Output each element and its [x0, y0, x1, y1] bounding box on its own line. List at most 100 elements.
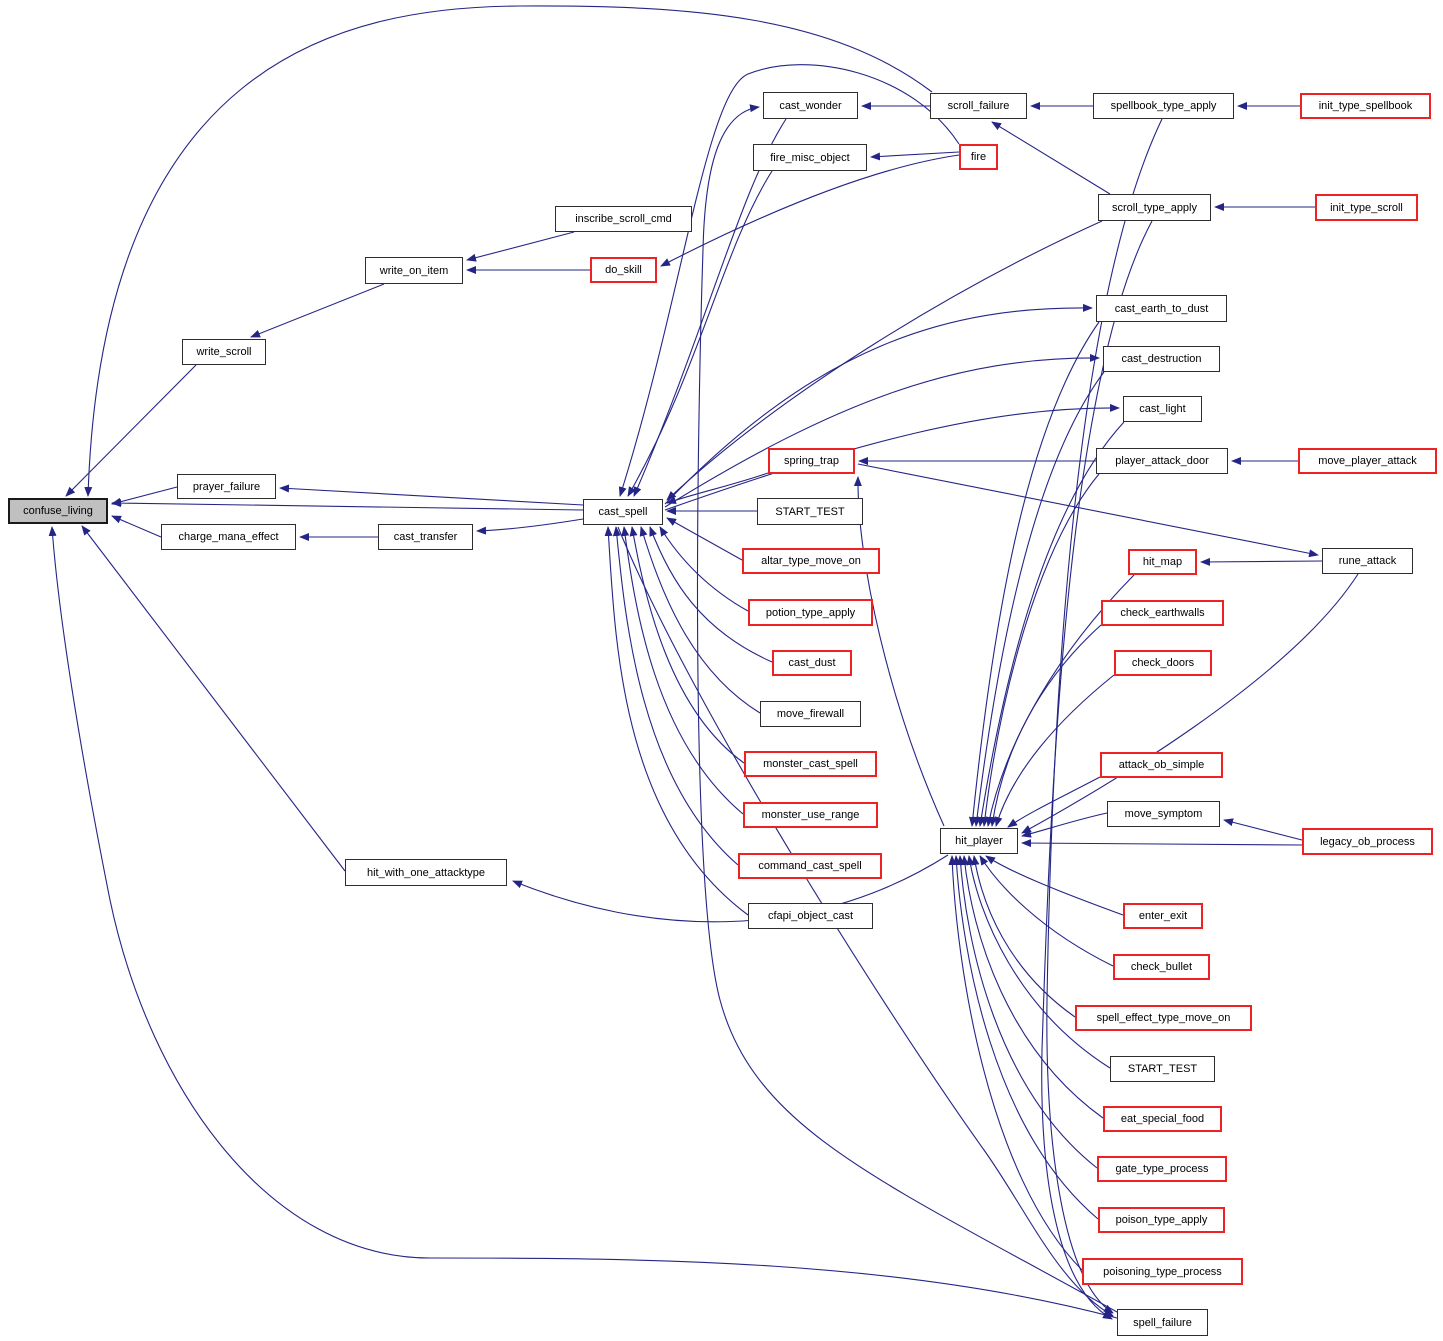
edge-cast_spell-to-cast_destruction: [664, 353, 1100, 508]
node-init_type_spellbook[interactable]: init_type_spellbook: [1300, 93, 1431, 119]
edge-group: [48, 5, 1359, 1320]
node-write_scroll[interactable]: write_scroll: [182, 339, 266, 365]
node-gate_type_process[interactable]: gate_type_process: [1097, 1156, 1227, 1182]
edge-legacy_ob_process-to-hit_player: [1021, 839, 1303, 848]
node-scroll_type_apply[interactable]: scroll_type_apply: [1098, 194, 1211, 221]
node-cast_dust[interactable]: cast_dust: [772, 650, 852, 676]
node-legacy_ob_process[interactable]: legacy_ob_process: [1302, 828, 1433, 855]
node-player_attack_door[interactable]: player_attack_door: [1096, 448, 1228, 474]
node-hit_map[interactable]: hit_map: [1128, 549, 1197, 575]
node-charge_mana_effect[interactable]: charge_mana_effect: [161, 524, 296, 550]
edge-check_earthwalls-to-hit_player: [989, 624, 1102, 827]
edge-poison_type_apply-to-hit_player: [952, 855, 1099, 1220]
node-move_firewall[interactable]: move_firewall: [760, 701, 861, 727]
edge-scroll_failure-to-confuse_living: [84, 5, 933, 497]
node-spellbook_type_apply[interactable]: spellbook_type_apply: [1093, 93, 1234, 119]
node-inscribe_scroll_cmd[interactable]: inscribe_scroll_cmd: [555, 206, 692, 232]
node-fire_misc_object[interactable]: fire_misc_object: [753, 144, 867, 171]
node-cfapi_object_cast[interactable]: cfapi_object_cast: [748, 903, 873, 929]
edge-cast_spell-to-cast_earth_to_dust: [664, 303, 1093, 505]
node-init_type_scroll[interactable]: init_type_scroll: [1315, 194, 1418, 221]
node-prayer_failure[interactable]: prayer_failure: [177, 474, 276, 499]
edge-gate_type_process-to-hit_player: [956, 855, 1098, 1169]
edge-fire-to-cast_spell: [618, 64, 960, 497]
node-altar_type_move_on[interactable]: altar_type_move_on: [742, 548, 880, 574]
node-confuse_living[interactable]: confuse_living: [8, 498, 108, 524]
node-poison_type_apply[interactable]: poison_type_apply: [1098, 1207, 1225, 1233]
edge-cast_spell-to-spell_failure: [617, 526, 1114, 1317]
node-move_player_attack[interactable]: move_player_attack: [1298, 448, 1437, 474]
node-start_test_2[interactable]: START_TEST: [1110, 1056, 1215, 1082]
edge-write_scroll-to-confuse_living: [65, 364, 197, 497]
edge-monster_use_range-to-cast_spell: [621, 526, 744, 815]
node-do_skill[interactable]: do_skill: [590, 257, 657, 283]
edge-altar_type_move_on-to-cast_spell: [666, 517, 743, 561]
edge-move_symptom-to-hit_player: [1021, 812, 1108, 838]
node-poisoning_type_process[interactable]: poisoning_type_process: [1082, 1258, 1243, 1285]
node-enter_exit[interactable]: enter_exit: [1123, 903, 1203, 929]
edge-eat_special_food-to-hit_player: [960, 855, 1104, 1119]
edge-command_cast_spell-to-cast_spell: [612, 526, 739, 866]
edge-legacy_ob_process-to-move_symptom: [1223, 818, 1303, 841]
edge-scroll_type_apply-to-scroll_failure: [991, 121, 1111, 195]
node-write_on_item[interactable]: write_on_item: [365, 257, 463, 284]
node-cast_earth_to_dust[interactable]: cast_earth_to_dust: [1096, 295, 1227, 322]
node-cast_transfer[interactable]: cast_transfer: [378, 524, 473, 550]
node-start_test_1[interactable]: START_TEST: [757, 498, 863, 525]
edge-fire-to-do_skill: [660, 154, 960, 267]
node-potion_type_apply[interactable]: potion_type_apply: [748, 599, 873, 626]
node-cast_spell[interactable]: cast_spell: [583, 499, 663, 525]
node-hit_player[interactable]: hit_player: [940, 828, 1018, 854]
edge-inscribe_scroll_cmd-to-write_on_item: [466, 231, 575, 262]
node-hit_with_one_attacktype[interactable]: hit_with_one_attacktype: [345, 859, 507, 886]
edge-spring_trap-to-cast_spell: [666, 472, 769, 504]
edge-hit_player-to-hit_with_one_attacktype: [512, 854, 949, 923]
edge-potion_type_apply-to-cast_spell: [659, 526, 749, 612]
node-eat_special_food[interactable]: eat_special_food: [1103, 1106, 1222, 1132]
node-attack_ob_simple[interactable]: attack_ob_simple: [1100, 752, 1223, 778]
node-move_symptom[interactable]: move_symptom: [1107, 801, 1220, 827]
edge-hit_with_one_attacktype-to-confuse_living: [81, 525, 346, 872]
node-cast_light[interactable]: cast_light: [1123, 396, 1202, 422]
edge-cast_destruction-to-hit_player: [973, 371, 1105, 827]
edge-poisoning_type_process-to-hit_player: [948, 855, 1083, 1271]
node-cast_destruction[interactable]: cast_destruction: [1103, 346, 1220, 372]
edge-cast_earth_to_dust-to-hit_player: [968, 321, 1100, 827]
edge-enter_exit-to-hit_player: [985, 855, 1124, 916]
edge-write_on_item-to-write_scroll: [250, 283, 385, 338]
node-monster_cast_spell[interactable]: monster_cast_spell: [744, 751, 877, 777]
edge-cast_spell-to-cast_transfer: [476, 518, 584, 535]
edge-move_firewall-to-cast_spell: [639, 526, 761, 714]
edge-start_test_2-to-hit_player: [966, 855, 1111, 1069]
node-command_cast_spell[interactable]: command_cast_spell: [738, 853, 882, 879]
edge-monster_cast_spell-to-cast_spell: [629, 526, 745, 764]
edge-cast_spell-to-cast_light: [664, 403, 1120, 511]
node-rune_attack[interactable]: rune_attack: [1322, 548, 1413, 574]
edge-cast_spell-to-prayer_failure: [279, 484, 584, 506]
edge-player_attack_door-to-hit_player: [981, 473, 1100, 827]
node-spell_effect_type_move_on[interactable]: spell_effect_type_move_on: [1075, 1005, 1252, 1031]
edge-check_bullet-to-hit_player: [979, 855, 1114, 967]
node-check_earthwalls[interactable]: check_earthwalls: [1101, 600, 1224, 626]
node-spell_failure[interactable]: spell_failure: [1117, 1309, 1208, 1336]
edge-rune_attack-to-hit_map: [1200, 557, 1323, 566]
edge-rune_attack-to-hit_player: [1021, 573, 1359, 834]
node-fire[interactable]: fire: [959, 144, 998, 170]
edge-check_doors-to-hit_player: [994, 674, 1115, 827]
edge-fire-to-fire_misc_object: [870, 151, 960, 161]
node-monster_use_range[interactable]: monster_use_range: [743, 802, 878, 828]
node-check_doors[interactable]: check_doors: [1114, 650, 1212, 676]
edge-cast_dust-to-cast_spell: [649, 526, 773, 663]
edge-cfapi_object_cast-to-cast_spell: [604, 526, 749, 916]
edge-spell_failure-to-cast_wonder: [696, 104, 1118, 1313]
node-spring_trap[interactable]: spring_trap: [768, 448, 855, 474]
edge-spell_effect_type_move_on-to-hit_player: [971, 855, 1076, 1018]
node-cast_wonder[interactable]: cast_wonder: [763, 92, 858, 119]
node-scroll_failure[interactable]: scroll_failure: [930, 93, 1027, 119]
edge-fire_misc_object-to-cast_spell: [627, 170, 773, 497]
node-check_bullet[interactable]: check_bullet: [1113, 954, 1210, 980]
edge-scroll_type_apply-to-cast_spell: [666, 220, 1103, 501]
edge-scroll_type_apply-to-spell_failure: [1041, 220, 1153, 1320]
